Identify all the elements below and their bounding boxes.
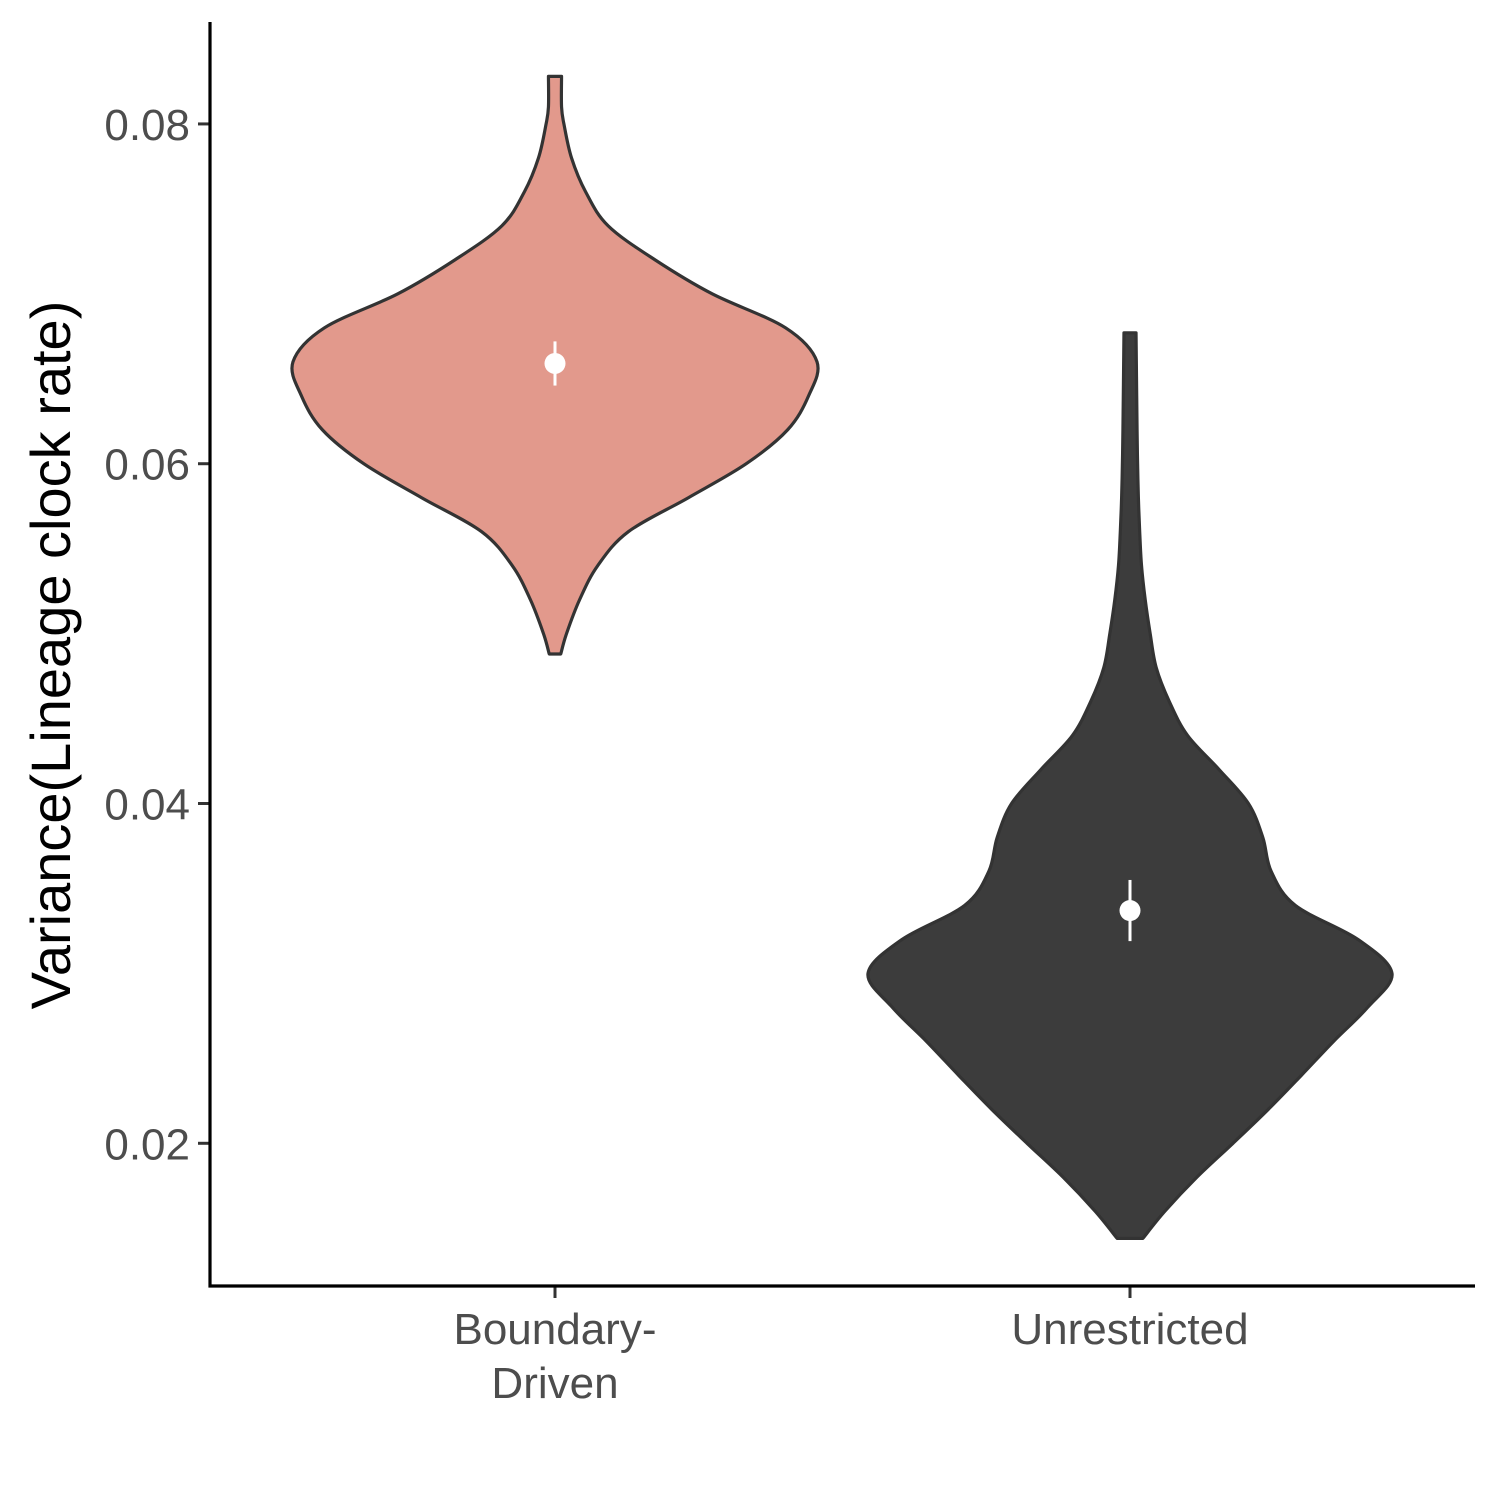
y-tick-label: 0.08 — [104, 101, 190, 150]
mean-point — [1119, 900, 1141, 922]
y-tick-label: 0.02 — [104, 1120, 190, 1169]
mean-point — [544, 352, 566, 374]
violins-layer — [290, 74, 1394, 1241]
x-tick-label: Boundary- Driven — [453, 1305, 656, 1408]
violin-unrestricted — [866, 331, 1394, 1241]
y-axis-title: Variance(Lineage clock rate) — [19, 301, 82, 1010]
y-tick-label: 0.04 — [104, 781, 190, 830]
x-tick-label-line: Driven — [491, 1359, 618, 1408]
y-tick-label: 0.06 — [104, 441, 190, 490]
axes-layer: Boundary- Driven Unrestricted 0.02 0.04 0.06 0… — [104, 22, 1475, 1408]
mean-points-layer — [544, 341, 1141, 942]
x-tick-label: Unrestricted — [1011, 1305, 1248, 1354]
x-tick-label-line: Boundary- — [453, 1305, 656, 1354]
x-tick-label-line: Unrestricted — [1011, 1305, 1248, 1354]
